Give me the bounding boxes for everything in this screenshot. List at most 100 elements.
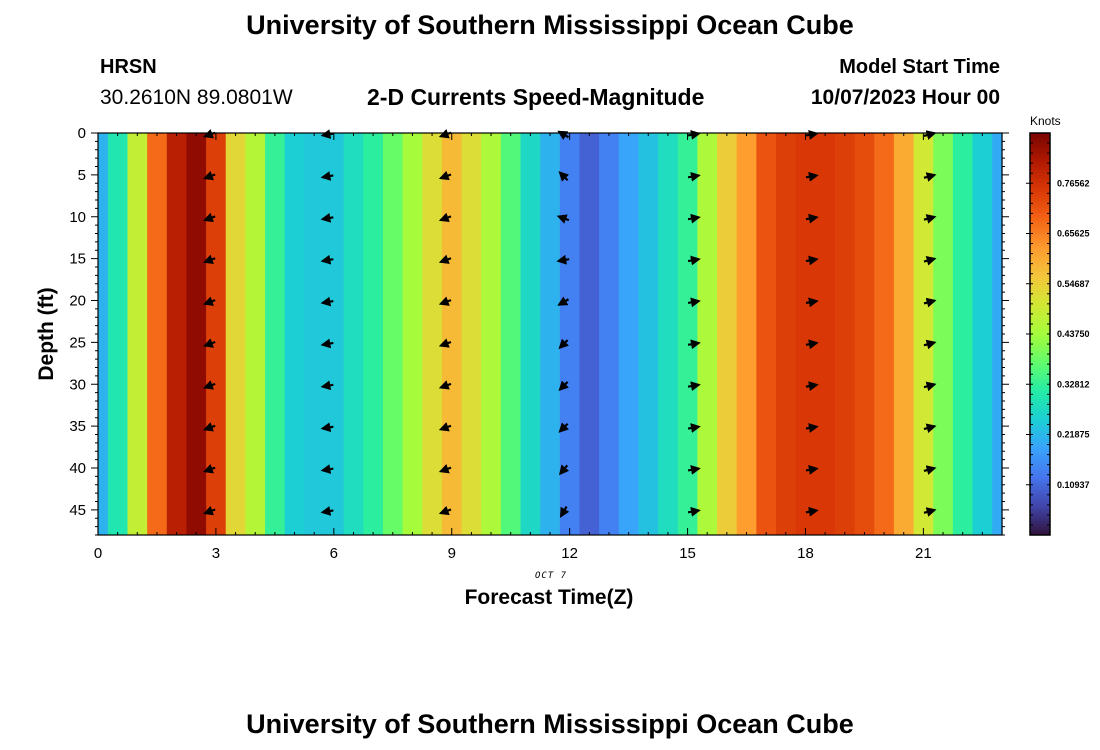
current-vector-arrow (805, 423, 819, 433)
colorbar-tick-label: 0.76562 (1057, 178, 1090, 188)
current-vector-arrow (202, 254, 216, 264)
station-coordinates: 30.2610N 89.0801W (100, 86, 293, 109)
current-vector-arrow (687, 255, 701, 266)
heatmap-column (579, 133, 600, 535)
y-tick-label: 5 (78, 167, 86, 184)
current-vector-arrow (438, 296, 452, 306)
current-vector-arrow (438, 254, 452, 264)
current-vector-arrow (320, 129, 334, 139)
current-vector-arrow (687, 339, 701, 350)
current-vector-arrow (805, 171, 819, 182)
current-vector-arrow (805, 130, 819, 140)
x-tick-label: 3 (212, 545, 220, 562)
current-vector-arrow (805, 339, 819, 350)
model-start-value: 10/07/2023 Hour 00 (810, 86, 1000, 109)
y-tick-label: 0 (78, 125, 86, 142)
current-vector-arrow (558, 338, 569, 350)
colorbar-tick-label: 0.10937 (1057, 480, 1090, 490)
y-tick-label: 45 (69, 502, 86, 519)
date-label: OCT 7 (535, 571, 567, 581)
current-vector-arrow (558, 464, 570, 476)
heatmap-column (520, 133, 541, 535)
current-vector-arrow (923, 297, 937, 308)
model-start-label: Model Start Time (839, 56, 1000, 78)
current-vector-arrow (923, 214, 937, 224)
heatmap-column (441, 133, 463, 535)
heatmap-column (638, 133, 659, 535)
x-tick-label: 0 (94, 545, 102, 562)
current-vector-arrow (320, 506, 334, 516)
heatmap-column (893, 133, 915, 535)
heatmap-column (127, 133, 148, 535)
current-vector-arrow (438, 212, 452, 223)
current-vector-arrow (923, 255, 937, 266)
current-vector-arrow (805, 255, 819, 266)
heatmap-column (481, 133, 502, 535)
colorbar-tick-label: 0.54687 (1057, 279, 1090, 289)
current-vector-arrow (202, 338, 216, 348)
heatmap-column (972, 133, 993, 535)
heatmap-column (402, 133, 423, 535)
chart-subtitle: 2-D Currents Speed-Magnitude (367, 84, 705, 110)
current-vector-arrow (923, 381, 937, 392)
heatmap-column (736, 133, 757, 535)
current-vector-arrow (202, 505, 216, 516)
x-tick-label: 21 (915, 545, 932, 562)
colorbar-tick-label: 0.43750 (1057, 329, 1090, 339)
colorbar-tick-label: 0.65625 (1057, 229, 1090, 239)
heatmap-column (206, 133, 227, 535)
current-vector-arrow (438, 380, 452, 390)
current-vector-arrow (320, 464, 334, 474)
heatmap-column (225, 133, 246, 535)
current-vector-arrow (687, 506, 701, 517)
current-vector-arrow (923, 465, 937, 475)
heatmap-column (697, 133, 718, 535)
heatmap-column (107, 133, 129, 535)
current-vector-arrow (556, 254, 570, 265)
heatmap-column (500, 133, 522, 535)
y-axis-title: Depth (ft) (35, 287, 58, 380)
current-vector-arrow (687, 465, 701, 475)
heatmap-column (874, 133, 895, 535)
y-tick-label: 40 (69, 460, 86, 477)
current-vector-arrow (438, 338, 452, 348)
heatmap-column (933, 133, 954, 535)
heatmap-column (776, 133, 797, 535)
current-vector-arrow (202, 422, 216, 432)
heatmap-column (599, 133, 620, 535)
current-vector-arrow (923, 507, 937, 517)
heatmap-column (382, 133, 404, 535)
current-vector-arrow (687, 171, 701, 182)
heatmap-column (854, 133, 875, 535)
x-tick-label: 6 (330, 545, 338, 562)
current-vector-arrow (438, 505, 452, 516)
heatmap-column (618, 133, 640, 535)
x-tick-label: 15 (679, 545, 696, 562)
heatmap-column (166, 133, 188, 535)
heatmap-column (324, 133, 345, 535)
current-vector-arrow (438, 422, 452, 432)
current-vector-arrow (320, 380, 334, 391)
heatmap-column (265, 133, 286, 535)
current-vector-arrow (558, 422, 569, 433)
heatmap-column (422, 133, 443, 535)
current-vector-arrow (687, 213, 701, 224)
heatmap-column (992, 133, 1003, 535)
heatmap-column (913, 133, 934, 535)
station-name: HRSN (100, 56, 157, 78)
current-vector-arrow (320, 171, 334, 181)
current-vector-arrow (805, 506, 819, 517)
heatmap-column (461, 133, 482, 535)
current-vector-arrow (805, 381, 819, 392)
current-vector-arrow (202, 380, 216, 390)
current-vector-arrow (557, 296, 570, 306)
heatmap-column (677, 133, 698, 535)
current-vector-arrow (320, 338, 334, 349)
heatmap-column (559, 133, 581, 535)
footer-title: University of Southern Mississippi Ocean… (246, 709, 854, 739)
y-tick-label: 25 (69, 334, 86, 351)
heatmap-column (284, 133, 305, 535)
heatmap-column (363, 133, 384, 535)
current-vector-arrow (320, 254, 334, 265)
heatmap-column (717, 133, 738, 535)
